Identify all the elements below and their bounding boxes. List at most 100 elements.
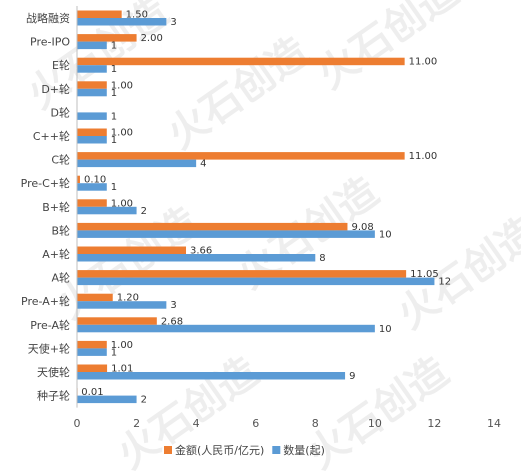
amount-label-pre-c-轮: 0.10 [84, 175, 106, 186]
category-label-b-轮: B+轮 [42, 200, 70, 214]
watermark-text: 火石创造 [159, 29, 316, 158]
count-bar-b轮 [77, 230, 375, 238]
x-tick-0: 0 [74, 417, 81, 430]
count-bar-c轮 [77, 159, 197, 168]
category-label-种子轮: 种子轮 [37, 389, 70, 403]
count-label-pre-ipo: 1 [111, 41, 117, 52]
count-label-种子轮: 2 [141, 395, 147, 406]
category-label-pre-ipo: Pre-IPO [30, 36, 70, 49]
category-label-d-轮: D+轮 [41, 82, 70, 96]
count-bar-种子轮 [77, 395, 137, 404]
amount-label-天使轮: 1.01 [111, 364, 133, 375]
category-label-pre-c-轮: Pre-C+轮 [21, 176, 70, 190]
watermark-text: 火石创造 [389, 209, 521, 338]
amount-bar-c-轮 [77, 128, 107, 136]
amount-bar-天使轮 [77, 364, 108, 372]
count-label-a轮: 12 [438, 277, 451, 288]
amount-bar-a-轮 [77, 246, 187, 254]
category-label-pre-a-轮: Pre-A+轮 [21, 294, 70, 308]
category-label-a-轮: A+轮 [42, 247, 70, 261]
amount-label-pre-a轮: 2.68 [161, 316, 183, 327]
watermark-text: 火石创造 [49, 199, 206, 328]
amount-bar-pre-ipo [77, 34, 137, 42]
category-label-a轮: A轮 [51, 271, 70, 285]
amount-label-天使-轮: 1.00 [111, 340, 133, 351]
category-label-c-轮: C++轮 [33, 129, 70, 143]
amount-bar-b-轮 [77, 199, 107, 207]
amount-label-a轮: 11.05 [410, 269, 439, 280]
count-label-d-轮: 1 [111, 88, 117, 99]
x-tick-6: 6 [252, 417, 259, 430]
x-tick-8: 8 [312, 417, 319, 430]
amount-label-pre-a-轮: 1.20 [117, 293, 139, 304]
category-labels: 战略融资 Pre-IPO E轮 D+轮 D轮 C++轮 C轮 Pre-C+轮 B+轮 B轮 A+轮 A… [21, 11, 71, 403]
count-bar-天使-轮 [77, 348, 107, 356]
x-axis-ticks: 0 2 4 6 8 10 12 14 [74, 417, 502, 430]
count-label-天使轮: 9 [349, 371, 355, 382]
amount-label-种子轮: 0.01 [81, 387, 103, 398]
amount-label-b轮: 9.08 [351, 222, 373, 233]
category-label-天使-轮: 天使+轮 [28, 341, 70, 355]
category-label-pre-a轮: Pre-A轮 [30, 318, 70, 332]
category-label-d轮: D轮 [51, 105, 70, 119]
legend-label-count: 数量(起) [283, 444, 325, 457]
category-label-天使轮: 天使轮 [37, 365, 70, 379]
amount-bar-c轮 [77, 152, 405, 160]
amount-label-c-轮: 1.00 [111, 128, 133, 139]
x-tick-14: 14 [487, 417, 501, 430]
category-label-战略融资: 战略融资 [26, 11, 70, 25]
category-label-e轮: E轮 [52, 58, 70, 72]
amount-bar-pre-a-轮 [77, 293, 113, 302]
count-label-b-轮: 2 [141, 206, 147, 217]
count-label-a-轮: 8 [319, 253, 325, 264]
count-bar-d-轮 [77, 88, 107, 97]
count-bar-a-轮 [77, 254, 316, 262]
count-label-天使-轮: 1 [111, 347, 117, 358]
amount-label-c轮: 11.00 [409, 151, 438, 162]
amount-bar-pre-c-轮 [77, 175, 80, 184]
count-bar-a轮 [77, 277, 435, 286]
count-bar-d轮 [77, 112, 107, 120]
amount-label-战略融资: 1.50 [126, 10, 148, 21]
bars [77, 10, 435, 404]
amount-label-pre-ipo: 2.00 [141, 33, 163, 44]
amount-label-e轮: 11.00 [409, 57, 438, 68]
amount-label-a-轮: 3.66 [190, 246, 212, 257]
amount-bar-d-轮 [77, 81, 107, 89]
count-label-pre-a轮: 10 [379, 324, 392, 335]
legend-swatch-count [272, 446, 281, 454]
count-bar-天使轮 [77, 372, 346, 380]
amount-bar-pre-a轮 [77, 317, 157, 325]
count-label-pre-c-轮: 1 [111, 182, 117, 193]
count-bar-e轮 [77, 65, 107, 73]
count-bar-pre-a轮 [77, 324, 375, 333]
legend: 金额(人民币/亿元) 数量(起) [164, 443, 325, 457]
count-bar-c-轮 [77, 136, 107, 144]
count-label-c轮: 4 [200, 159, 206, 170]
x-tick-2: 2 [133, 417, 140, 430]
amount-label-b-轮: 1.00 [111, 198, 133, 209]
x-tick-4: 4 [193, 417, 200, 430]
legend-label-amount: 金额(人民币/亿元) [175, 443, 264, 457]
category-label-c轮: C轮 [51, 153, 70, 167]
count-label-pre-a-轮: 3 [170, 300, 176, 311]
legend-swatch-amount [164, 446, 172, 454]
x-tick-10: 10 [368, 417, 382, 430]
count-bar-pre-ipo [77, 41, 107, 50]
amount-bar-a轮 [77, 270, 407, 278]
count-bar-pre-a-轮 [77, 301, 167, 309]
data-labels: 1.5032.00111.0011.00111.00111.0040.1011.… [81, 10, 451, 406]
count-label-战略融资: 3 [170, 17, 176, 28]
watermark-text: 火石创造 [309, 0, 466, 98]
count-label-e轮: 1 [111, 64, 117, 75]
count-label-b轮: 10 [379, 229, 392, 240]
amount-label-d-轮: 1.00 [111, 80, 133, 91]
count-bar-pre-c-轮 [77, 183, 107, 191]
x-tick-12: 12 [427, 417, 441, 430]
category-label-b轮: B轮 [51, 223, 70, 237]
count-label-c-轮: 1 [111, 135, 117, 146]
count-bar-b-轮 [77, 206, 137, 215]
amount-bar-b轮 [77, 222, 348, 231]
count-bar-战略融资 [77, 18, 167, 26]
